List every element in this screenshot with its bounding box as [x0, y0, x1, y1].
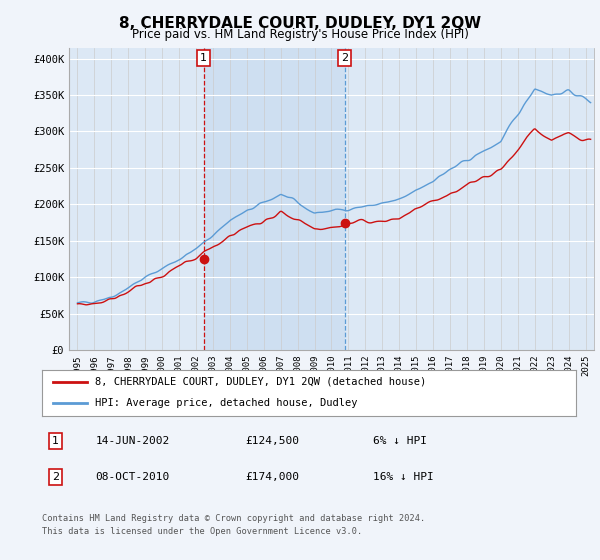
- Text: 2: 2: [341, 53, 348, 63]
- Text: 6% ↓ HPI: 6% ↓ HPI: [373, 436, 427, 446]
- Text: HPI: Average price, detached house, Dudley: HPI: Average price, detached house, Dudl…: [95, 398, 358, 408]
- Text: 08-OCT-2010: 08-OCT-2010: [95, 472, 170, 482]
- Text: Price paid vs. HM Land Registry's House Price Index (HPI): Price paid vs. HM Land Registry's House …: [131, 28, 469, 41]
- Bar: [203, 48, 344, 350]
- Text: 1: 1: [52, 436, 59, 446]
- Text: 14-JUN-2002: 14-JUN-2002: [95, 436, 170, 446]
- Text: 8, CHERRYDALE COURT, DUDLEY, DY1 2QW: 8, CHERRYDALE COURT, DUDLEY, DY1 2QW: [119, 16, 481, 31]
- Text: 16% ↓ HPI: 16% ↓ HPI: [373, 472, 434, 482]
- Text: £174,000: £174,000: [245, 472, 299, 482]
- Text: £124,500: £124,500: [245, 436, 299, 446]
- Text: 1: 1: [200, 53, 207, 63]
- Text: Contains HM Land Registry data © Crown copyright and database right 2024.
This d: Contains HM Land Registry data © Crown c…: [42, 514, 425, 536]
- Text: 8, CHERRYDALE COURT, DUDLEY, DY1 2QW (detached house): 8, CHERRYDALE COURT, DUDLEY, DY1 2QW (de…: [95, 377, 427, 387]
- Text: 2: 2: [52, 472, 59, 482]
